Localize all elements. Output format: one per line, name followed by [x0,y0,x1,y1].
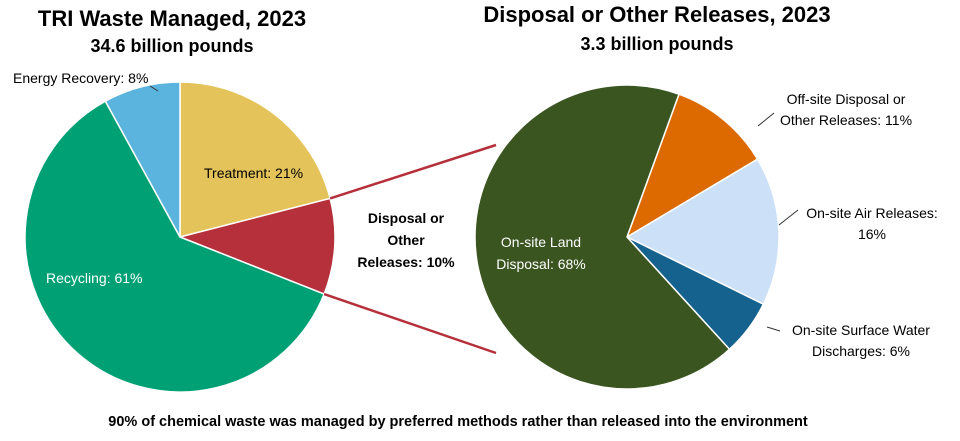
slice-label-recycling: Recycling: 61% [46,270,143,286]
connector-line-bottom [323,292,497,355]
slice-label-water-line2: Discharges: 6% [812,343,910,359]
pie-slice-off-site-disposal-or-other-releases [625,93,759,239]
leader-offsite [757,112,775,127]
connector-line-top [329,143,497,200]
pie-slice-disposal-or-other-releases [177,197,336,296]
slice-label-water-line1: On-site Surface Water [792,322,930,338]
pie-slice-energy-recovery [104,81,181,238]
leader-energy-recovery [149,85,159,92]
footer-note: 90% of chemical waste was managed by pre… [108,414,808,430]
pie-slice-on-site-air-releases [625,158,780,306]
slice-label-land-line2: Disposal: 68% [496,256,586,272]
slice-label-disposal-line1: Disposal or [368,210,445,226]
slice-label-energy-recovery: Energy Recovery: 8% [13,70,148,86]
slice-label-air-line2: 16% [858,226,886,242]
slice-label-offsite-line2: Other Releases: 11% [780,112,912,128]
pie-waste-managed [24,81,336,393]
leader-lines [149,85,799,332]
slice-label-disposal-line2: Other [387,232,425,248]
slice-label-offsite-line1: Off-site Disposal or [787,91,906,107]
pie1-subtitle: 34.6 billion pounds [90,36,253,56]
pie-disposal-releases [474,84,780,390]
slice-label-treatment: Treatment: 21% [204,165,303,181]
pie2-subtitle: 3.3 billion pounds [581,34,734,54]
leader-air [778,209,799,226]
connector-lines [323,143,497,355]
pie1-title: TRI Waste Managed, 2023 [38,6,306,31]
pie-slice-recycling [24,100,326,393]
slice-label-land-line1: On-site Land [501,234,581,250]
slice-label-air-line1: On-site Air Releases: [806,205,938,221]
pie-slice-on-site-land-disposal [474,84,731,390]
pie-slice-treatment [179,81,332,238]
slice-label-disposal-line3: Releases: 10% [357,254,455,270]
pie2-title: Disposal or Other Releases, 2023 [483,2,830,27]
leader-water [766,326,781,332]
